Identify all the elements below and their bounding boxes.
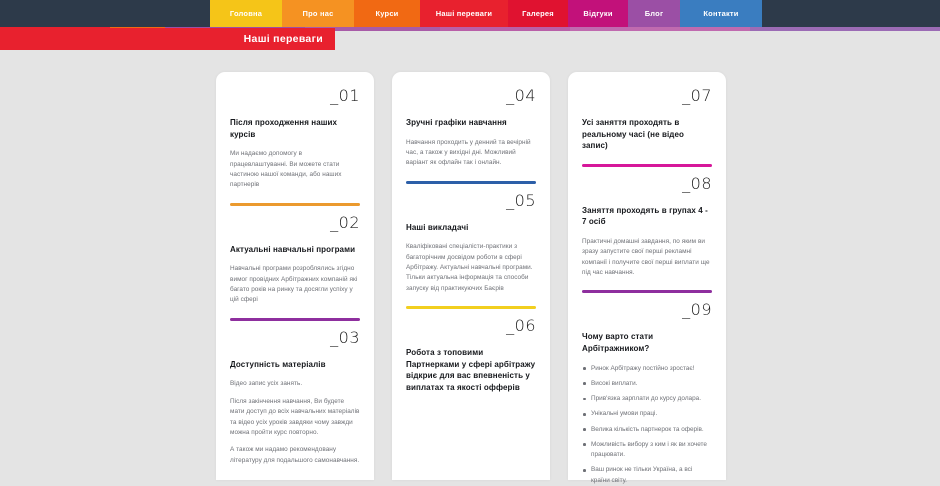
advantage-block-07: _07 Усі заняття проходять в реальному час… bbox=[582, 88, 712, 167]
advantage-paragraph: Ми надаємо допомогу в працевлаштуванні. … bbox=[230, 150, 342, 189]
advantage-block-08: _08 Заняття проходять в групах 4 - 7 осіб… bbox=[582, 173, 712, 294]
advantage-block-03: _03 Доступність матеріалів Відео запис усі… bbox=[230, 327, 360, 466]
list-item: Ринок Арбітражу постійно зростає! bbox=[582, 364, 712, 374]
nav-item-8[interactable]: Контакти bbox=[680, 0, 762, 27]
list-item: Унікальні умови праці. bbox=[582, 409, 712, 419]
card-column-1: _01 Після проходження наших курсів Ми нада… bbox=[216, 72, 374, 480]
top-navigation-bar: Головна Про нас Курси Наші переваги Галерея В… bbox=[0, 0, 940, 27]
advantage-divider bbox=[230, 202, 360, 206]
advantage-heading: Доступність матеріалів bbox=[230, 359, 326, 369]
nav-item-label: Про нас bbox=[302, 9, 334, 18]
nav-item-label: Галерея bbox=[522, 9, 554, 18]
advantage-bullet-list: Ринок Арбітражу постійно зростає! Високі … bbox=[582, 364, 712, 486]
list-item: Велика кількість партнерок та оферів. bbox=[582, 425, 712, 435]
advantage-number: _01 bbox=[330, 86, 360, 105]
advantage-paragraph: Навчальні програми розроблялись згідно в… bbox=[230, 265, 358, 304]
nav-item-5[interactable]: Галерея bbox=[508, 0, 568, 27]
advantage-heading: Чому варто стати Арбітражником? bbox=[582, 332, 654, 354]
advantage-block-02: _02 Актуальні навчальні програми Навчальні… bbox=[230, 212, 360, 321]
nav-left-spacer bbox=[0, 0, 210, 27]
nav-item-3[interactable]: Курси bbox=[354, 0, 420, 27]
nav-strip-segment-4 bbox=[305, 27, 440, 31]
nav-item-4[interactable]: Наші переваги bbox=[420, 0, 508, 27]
nav-item-label: Наші переваги bbox=[435, 9, 493, 18]
nav-right-spacer bbox=[762, 0, 940, 27]
advantage-number: _06 bbox=[506, 316, 536, 336]
advantage-divider bbox=[406, 306, 536, 310]
advantage-block-01: _01 Після проходження наших курсів Ми нада… bbox=[230, 88, 360, 206]
nav-strip-segment-7 bbox=[750, 27, 940, 31]
advantage-heading: Робота з топовими Партнерками у сфері ар… bbox=[406, 348, 536, 392]
advantage-heading: Зручні графіки навчання bbox=[406, 118, 507, 127]
advantage-number: _07 bbox=[682, 86, 712, 105]
nav-item-label: Блог bbox=[644, 9, 664, 18]
advantage-divider bbox=[406, 180, 536, 184]
nav-item-1[interactable]: Головна bbox=[210, 0, 282, 27]
advantage-number: _09 bbox=[682, 300, 712, 320]
nav-item-6[interactable]: Відгуки bbox=[568, 0, 628, 27]
advantage-paragraph: А також ми надамо рекомендовану літерату… bbox=[230, 446, 360, 464]
advantage-number: _02 bbox=[330, 212, 360, 232]
advantage-paragraph: Навчання проходить у денний та вечірній … bbox=[406, 138, 531, 167]
advantage-number: _05 bbox=[506, 190, 536, 210]
nav-item-2[interactable]: Про нас bbox=[282, 0, 354, 27]
list-item: Можливість вибору з ким і як ви хочете п… bbox=[582, 440, 712, 461]
advantage-paragraph: Практичні домашні завдання, по яким ви з… bbox=[582, 237, 710, 277]
advantage-paragraph: Відео запис усіх занять. bbox=[230, 380, 303, 388]
advantage-divider bbox=[582, 163, 712, 167]
advantage-number: _08 bbox=[682, 173, 712, 193]
advantage-block-04: _04 Зручні графіки навчання Навчання прохо… bbox=[406, 88, 536, 184]
nav-item-label: Головна bbox=[229, 9, 263, 18]
nav-item-label: Курси bbox=[375, 9, 399, 18]
advantage-block-09: _09 Чому варто стати Арбітражником? Ринок … bbox=[582, 302, 712, 485]
section-banner: Наші переваги bbox=[0, 28, 335, 50]
advantage-heading: Заняття проходять в групах 4 - 7 осіб bbox=[582, 205, 708, 227]
advantages-cards: _01 Після проходження наших курсів Ми нада… bbox=[216, 72, 726, 484]
banner-title: Наші переваги bbox=[243, 33, 323, 45]
nav-item-7[interactable]: Блог bbox=[628, 0, 680, 27]
nav-items: Головна Про нас Курси Наші переваги Галерея В… bbox=[210, 0, 762, 27]
list-item: Високі виплати. bbox=[582, 379, 712, 389]
nav-strip-segment-5 bbox=[440, 27, 570, 31]
advantage-heading: Усі заняття проходять в реальному часі (… bbox=[582, 118, 684, 151]
advantage-paragraph: Кваліфіковані спеціалісти-практики з баг… bbox=[406, 243, 533, 292]
advantage-block-06: _06 Робота з топовими Партнерками у сфері… bbox=[406, 318, 536, 393]
advantage-divider bbox=[230, 317, 360, 321]
card-column-2: _04 Зручні графіки навчання Навчання прохо… bbox=[392, 72, 550, 480]
list-item: Прив'язка зарплати до курсу долара. bbox=[582, 394, 712, 404]
advantage-heading: Актуальні навчальні програми bbox=[230, 244, 356, 254]
advantage-heading: Після проходження наших курсів bbox=[230, 118, 338, 139]
nav-item-label: Відгуки bbox=[583, 9, 613, 18]
advantage-number: _04 bbox=[506, 86, 536, 105]
advantage-block-05: _05 Наші викладачі Кваліфіковані спеціаліс… bbox=[406, 190, 536, 310]
nav-item-label: Контакти bbox=[703, 9, 739, 18]
list-item: Ваш ринок не тільки Україна, а всі країн… bbox=[582, 465, 712, 486]
nav-strip-segment-6 bbox=[570, 27, 750, 31]
advantage-number: _03 bbox=[330, 327, 360, 347]
advantage-heading: Наші викладачі bbox=[406, 222, 469, 232]
advantage-divider bbox=[582, 290, 712, 294]
card-column-3: _07 Усі заняття проходять в реальному час… bbox=[568, 72, 726, 484]
advantage-paragraph: Після закінчення навчання, Ви будете мат… bbox=[230, 397, 360, 436]
